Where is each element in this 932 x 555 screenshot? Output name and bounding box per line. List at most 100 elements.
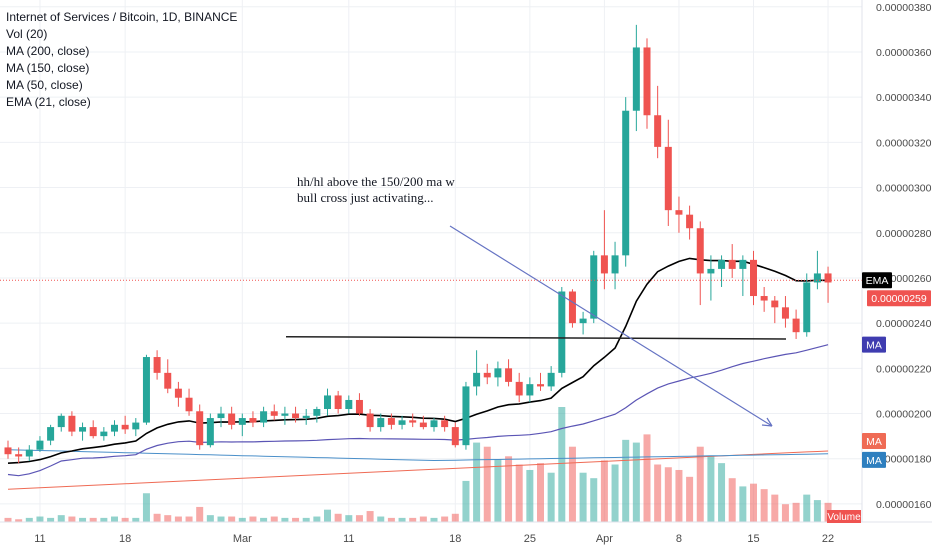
candle[interactable] xyxy=(643,38,651,129)
candle[interactable] xyxy=(537,372,544,391)
indicator-ma200[interactable]: MA (200, close) xyxy=(6,44,90,58)
candle[interactable] xyxy=(547,366,555,391)
candle[interactable] xyxy=(430,418,438,432)
candle[interactable] xyxy=(696,221,704,306)
candle[interactable] xyxy=(79,422,87,441)
candle[interactable] xyxy=(813,250,821,290)
candle-body xyxy=(89,427,97,437)
candle[interactable] xyxy=(228,406,236,430)
candle[interactable] xyxy=(68,411,76,437)
y-tick-label: 0.00000360 xyxy=(876,47,932,59)
candle[interactable] xyxy=(803,273,811,337)
candle[interactable] xyxy=(473,350,481,396)
ma200-badge[interactable] xyxy=(862,432,886,449)
candle[interactable] xyxy=(132,418,140,437)
candle[interactable] xyxy=(600,210,608,290)
candle[interactable] xyxy=(25,445,33,461)
candle[interactable] xyxy=(142,354,150,425)
candle[interactable] xyxy=(579,311,587,335)
price-badge[interactable] xyxy=(867,290,931,307)
candle[interactable] xyxy=(750,250,757,306)
candle[interactable] xyxy=(568,289,576,328)
candle[interactable] xyxy=(36,436,44,452)
candle[interactable] xyxy=(781,296,789,328)
candle[interactable] xyxy=(4,440,12,459)
candle[interactable] xyxy=(590,250,598,324)
ma150-badge[interactable] xyxy=(862,451,886,468)
candle[interactable] xyxy=(451,422,459,448)
candle[interactable] xyxy=(771,296,779,324)
candle[interactable] xyxy=(526,377,534,403)
candle[interactable] xyxy=(345,395,353,414)
candle[interactable] xyxy=(441,415,449,432)
candle[interactable] xyxy=(707,255,715,301)
x-tick-label: 25 xyxy=(524,533,536,545)
indicator-ma150[interactable]: MA (150, close) xyxy=(6,61,90,75)
candle[interactable] xyxy=(419,415,427,430)
candle[interactable] xyxy=(185,388,193,416)
candle[interactable] xyxy=(462,381,470,450)
ema-badge[interactable] xyxy=(862,272,892,289)
chart-title[interactable]: Internet of Services / Bitcoin, 1D, BINA… xyxy=(6,10,238,24)
candle[interactable] xyxy=(217,406,225,428)
candle[interactable] xyxy=(824,266,832,303)
candle[interactable] xyxy=(153,350,161,380)
candle[interactable] xyxy=(622,97,630,267)
indicator-vol[interactable]: Vol (20) xyxy=(6,27,48,41)
candle[interactable] xyxy=(792,309,800,339)
candle[interactable] xyxy=(355,393,363,416)
indicator-ema21[interactable]: EMA (21, close) xyxy=(6,95,91,109)
candle[interactable] xyxy=(89,420,97,439)
candle[interactable] xyxy=(398,415,406,430)
candle[interactable] xyxy=(324,388,331,416)
candle[interactable] xyxy=(270,404,278,421)
candle-body xyxy=(579,318,587,324)
candle[interactable] xyxy=(334,390,342,414)
candle[interactable] xyxy=(632,24,640,132)
candle[interactable] xyxy=(686,205,694,240)
candle[interactable] xyxy=(249,411,257,428)
candle[interactable] xyxy=(558,286,566,378)
candle[interactable] xyxy=(174,381,182,407)
candle[interactable] xyxy=(409,413,417,428)
candle[interactable] xyxy=(366,409,374,432)
y-tick-label: 0.00000380 xyxy=(876,2,932,14)
candle[interactable] xyxy=(302,409,310,425)
candle[interactable] xyxy=(57,413,65,432)
candle[interactable] xyxy=(15,447,23,464)
candle[interactable] xyxy=(260,406,268,428)
candle[interactable] xyxy=(728,244,736,278)
volume-badge[interactable] xyxy=(827,510,861,523)
candle[interactable] xyxy=(654,85,662,159)
candle[interactable] xyxy=(238,413,246,437)
indicator-ma50[interactable]: MA (50, close) xyxy=(6,78,83,92)
candle[interactable] xyxy=(164,359,172,394)
candle[interactable] xyxy=(206,413,214,448)
candle[interactable] xyxy=(196,404,204,450)
candle[interactable] xyxy=(281,406,289,425)
candle[interactable] xyxy=(739,255,747,297)
candle[interactable] xyxy=(111,420,118,437)
candle[interactable] xyxy=(664,119,672,226)
text-annotation[interactable]: hh/hl above the 150/200 ma w bull cross … xyxy=(297,174,455,206)
candle[interactable] xyxy=(718,255,726,287)
support-line[interactable] xyxy=(285,335,787,340)
candle[interactable] xyxy=(292,406,300,423)
candle[interactable] xyxy=(611,241,619,290)
candle[interactable] xyxy=(47,424,55,446)
candle[interactable] xyxy=(515,372,523,403)
candle[interactable] xyxy=(313,406,321,423)
trend-arrow[interactable] xyxy=(449,225,773,427)
candle[interactable] xyxy=(377,413,385,432)
candle[interactable] xyxy=(121,415,129,434)
candle[interactable] xyxy=(387,413,395,430)
candle-body xyxy=(611,255,619,274)
candle[interactable] xyxy=(760,286,768,312)
candle[interactable] xyxy=(505,359,513,387)
candle[interactable] xyxy=(100,427,108,441)
candle[interactable] xyxy=(494,361,502,387)
candle[interactable] xyxy=(483,363,491,385)
ma50-badge[interactable] xyxy=(862,336,886,353)
candle[interactable] xyxy=(675,196,683,233)
